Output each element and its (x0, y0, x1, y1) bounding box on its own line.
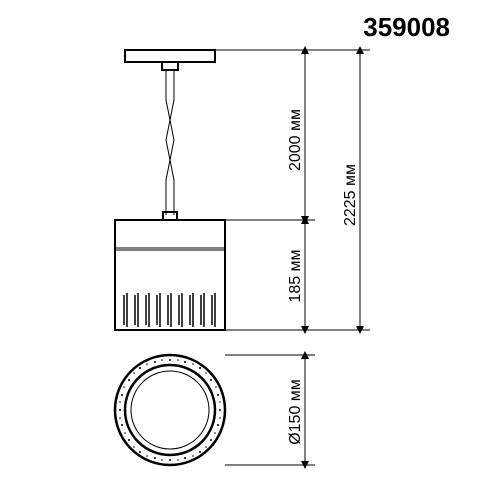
dim-cable-length-label: 2000 мм (287, 109, 304, 171)
body-slits (124, 293, 215, 327)
dim-cable-length: 2000 мм (287, 50, 305, 220)
product-code: 359008 (363, 12, 450, 43)
bottom-ring (115, 355, 225, 465)
dim-diameter: Ø150 мм (287, 355, 305, 465)
mount-stem (162, 62, 178, 70)
dim-body-height: 185 мм (287, 220, 305, 330)
dim-body-height-label: 185 мм (287, 249, 304, 302)
cable-cap (163, 212, 177, 220)
dim-total-height-label: 2225 мм (342, 164, 359, 226)
lamp-body (115, 220, 225, 330)
dim-diameter-label: Ø150 мм (287, 379, 304, 445)
ring-texture (119, 359, 221, 461)
technical-diagram: 2000 мм 2225 мм 185 мм Ø150 мм (0, 0, 500, 500)
ceiling-mount (125, 50, 215, 62)
dim-total-height: 2225 мм (342, 50, 360, 330)
suspension-cable (166, 70, 174, 215)
